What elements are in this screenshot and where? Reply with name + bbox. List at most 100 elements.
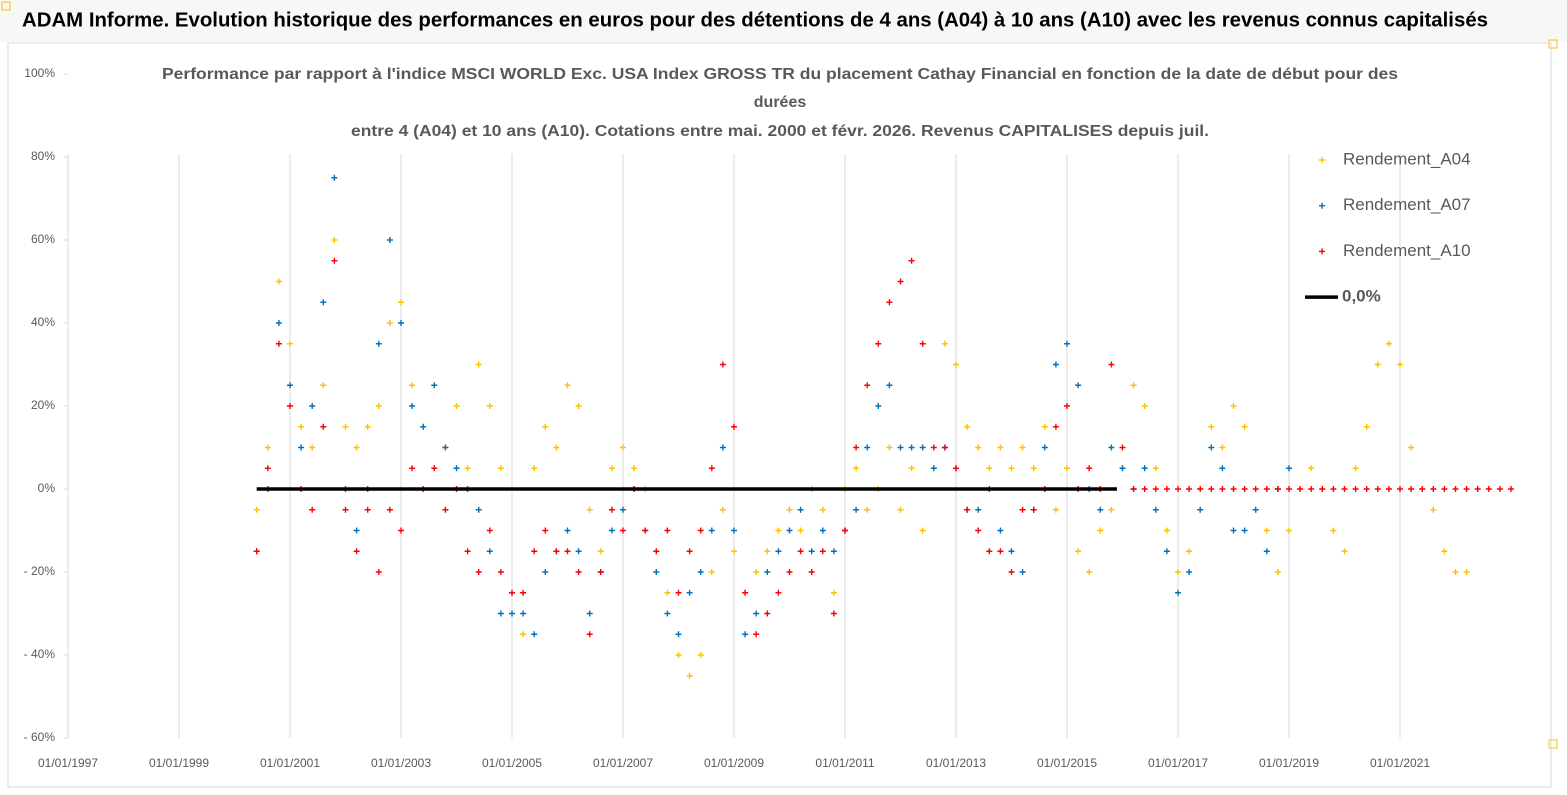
data-point: [753, 610, 760, 617]
data-point: [509, 589, 515, 596]
data-point: [975, 506, 982, 513]
data-point: [608, 506, 615, 513]
data-point: [1030, 465, 1037, 472]
x-tick-label: 01/01/2003: [371, 756, 431, 770]
data-point: [664, 610, 671, 617]
y-tick-label: 100%: [24, 66, 55, 80]
data-point: [1330, 527, 1337, 534]
data-point: [1230, 403, 1237, 409]
data-point: [1363, 486, 1370, 492]
data-point: [1097, 506, 1104, 513]
data-point: [964, 506, 971, 513]
data-point: [398, 320, 404, 326]
data-point: [1119, 465, 1126, 472]
legend-label: Rendement_A10: [1343, 241, 1471, 260]
data-point: [420, 423, 427, 430]
data-point: [1352, 486, 1359, 492]
data-point: [786, 569, 793, 575]
data-point: [342, 506, 349, 513]
x-tick-label: 01/01/2015: [1037, 756, 1097, 770]
data-point: [719, 361, 726, 368]
data-point: [586, 631, 593, 638]
y-tick-label: - 40%: [24, 647, 56, 661]
data-point: [542, 527, 549, 534]
data-point: [1008, 569, 1015, 575]
data-point: [564, 548, 571, 555]
data-point: [331, 174, 338, 181]
data-point: [875, 403, 882, 409]
data-point: [797, 548, 804, 555]
marks: [253, 174, 1514, 679]
data-point: [520, 589, 527, 596]
data-point: [1363, 423, 1370, 430]
data-point: [919, 527, 926, 534]
data-point: [553, 548, 560, 555]
legend-swatch: [1319, 248, 1325, 255]
data-point: [1374, 361, 1381, 368]
data-point: [575, 403, 582, 409]
data-point: [620, 444, 626, 451]
data-point: [908, 444, 915, 451]
data-point: [819, 527, 826, 534]
data-point: [653, 569, 660, 575]
y-tick-label: 0%: [38, 481, 56, 495]
data-point: [775, 548, 782, 555]
data-point: [1141, 465, 1148, 472]
data-point: [1263, 486, 1270, 492]
data-point: [675, 652, 682, 658]
header-band: [0, 0, 1567, 42]
data-point: [353, 527, 360, 534]
data-point: [342, 423, 349, 430]
data-point: [1186, 548, 1193, 555]
data-point: [298, 423, 305, 430]
data-point: [853, 465, 860, 472]
data-point: [1086, 569, 1093, 575]
grid: - 60% - 40% - 20% 0% 20% 40% 60% 80% 100% 01/01/1…: [24, 66, 1431, 770]
data-point: [309, 506, 316, 513]
corner: [1548, 39, 1558, 49]
data-point: [975, 444, 982, 451]
data-point: [375, 403, 382, 409]
data-point: [986, 465, 993, 472]
data-point: [331, 257, 338, 264]
data-point: [664, 527, 671, 534]
data-point: [320, 423, 327, 430]
data-point: [375, 340, 382, 347]
data-point: [808, 569, 815, 575]
data-point: [864, 444, 871, 451]
data-point: [708, 569, 715, 575]
x-tick-label: 01/01/2017: [1148, 756, 1208, 770]
data-point: [453, 403, 460, 409]
x-tick-label: 01/01/2007: [593, 756, 653, 770]
data-point: [320, 382, 327, 389]
data-point: [275, 320, 282, 326]
data-point: [897, 278, 904, 285]
data-point: [697, 569, 704, 575]
data-point: [1463, 569, 1470, 575]
data-point: [608, 465, 615, 472]
x-tick-label: 01/01/2019: [1259, 756, 1319, 770]
data-point: [842, 527, 848, 534]
data-point: [275, 340, 282, 347]
data-point: [564, 527, 571, 534]
data-point: [1408, 444, 1415, 451]
data-point: [442, 506, 449, 513]
data-point: [464, 548, 471, 555]
data-point: [386, 506, 393, 513]
data-point: [1052, 361, 1059, 368]
data-point: [398, 299, 404, 306]
data-point: [542, 569, 549, 575]
data-point: [819, 506, 826, 513]
data-point: [908, 257, 915, 264]
data-point: [1119, 444, 1126, 451]
data-point: [1341, 548, 1348, 555]
data-point: [298, 444, 305, 451]
data-point: [1230, 527, 1237, 534]
data-point: [930, 465, 937, 472]
data-point: [975, 527, 982, 534]
data-point: [309, 444, 316, 451]
data-point: [1141, 403, 1148, 409]
data-point: [808, 548, 815, 555]
data-point: [509, 610, 515, 617]
